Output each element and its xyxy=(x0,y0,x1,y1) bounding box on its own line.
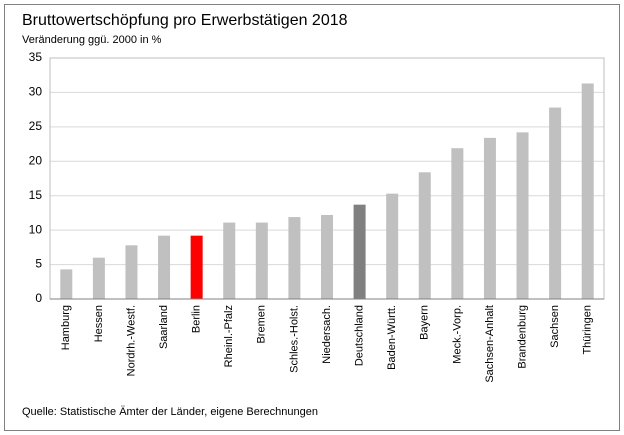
y-tick-label: 0 xyxy=(35,291,42,305)
bar xyxy=(386,193,399,299)
y-tick-label: 5 xyxy=(35,257,42,271)
bar xyxy=(516,132,529,299)
x-tick-label: Deutschland xyxy=(353,305,365,366)
x-tick-label: Meck.-Vorp. xyxy=(451,305,463,364)
y-tick-label: 15 xyxy=(29,188,43,202)
x-tick-label: Baden-Württ. xyxy=(386,305,398,370)
x-tick-label: Sachsen-Anhalt xyxy=(484,305,496,383)
x-tick-label: Hamburg xyxy=(60,305,72,350)
bar xyxy=(60,269,73,299)
x-tick-label: Schles.-Holst. xyxy=(288,305,300,373)
x-tick-label: Thüringen xyxy=(582,305,594,355)
bar xyxy=(158,235,171,299)
x-tick-label: Bremen xyxy=(256,305,268,344)
bar xyxy=(223,222,236,299)
bar xyxy=(125,245,138,299)
x-tick-label: Bayern xyxy=(419,305,431,340)
bar xyxy=(288,217,301,299)
y-tick-label: 25 xyxy=(29,119,43,133)
bar xyxy=(353,204,366,299)
source-note: Quelle: Statistische Ämter der Länder, e… xyxy=(22,406,318,418)
x-tick-label: Rheinl.-Pfalz xyxy=(223,305,235,367)
bar xyxy=(581,83,594,299)
x-tick-label: Nordrh.-Westf. xyxy=(125,305,137,376)
y-tick-label: 30 xyxy=(29,85,43,99)
y-tick-label: 35 xyxy=(29,50,43,64)
x-tick-label: Berlin xyxy=(191,305,203,333)
bar xyxy=(255,222,268,299)
bar xyxy=(483,137,496,299)
x-tick-label: Niedersach. xyxy=(321,305,333,364)
chart-title: Bruttowertschöpfung pro Erwerbstätigen 2… xyxy=(22,12,348,29)
y-tick-label: 20 xyxy=(29,153,43,167)
y-tick-label: 10 xyxy=(29,222,43,236)
x-tick-label: Saarland xyxy=(158,305,170,349)
bar xyxy=(549,107,562,299)
bar xyxy=(190,235,203,299)
bar xyxy=(451,148,464,299)
x-tick-label: Sachsen xyxy=(549,305,561,348)
bar xyxy=(418,172,431,299)
x-tick-label: Brandenburg xyxy=(516,305,528,369)
chart-subtitle: Veränderung ggü. 2000 in % xyxy=(22,34,162,46)
x-tick-label: Hessen xyxy=(93,305,105,342)
bar xyxy=(92,257,105,299)
bar xyxy=(321,214,333,299)
